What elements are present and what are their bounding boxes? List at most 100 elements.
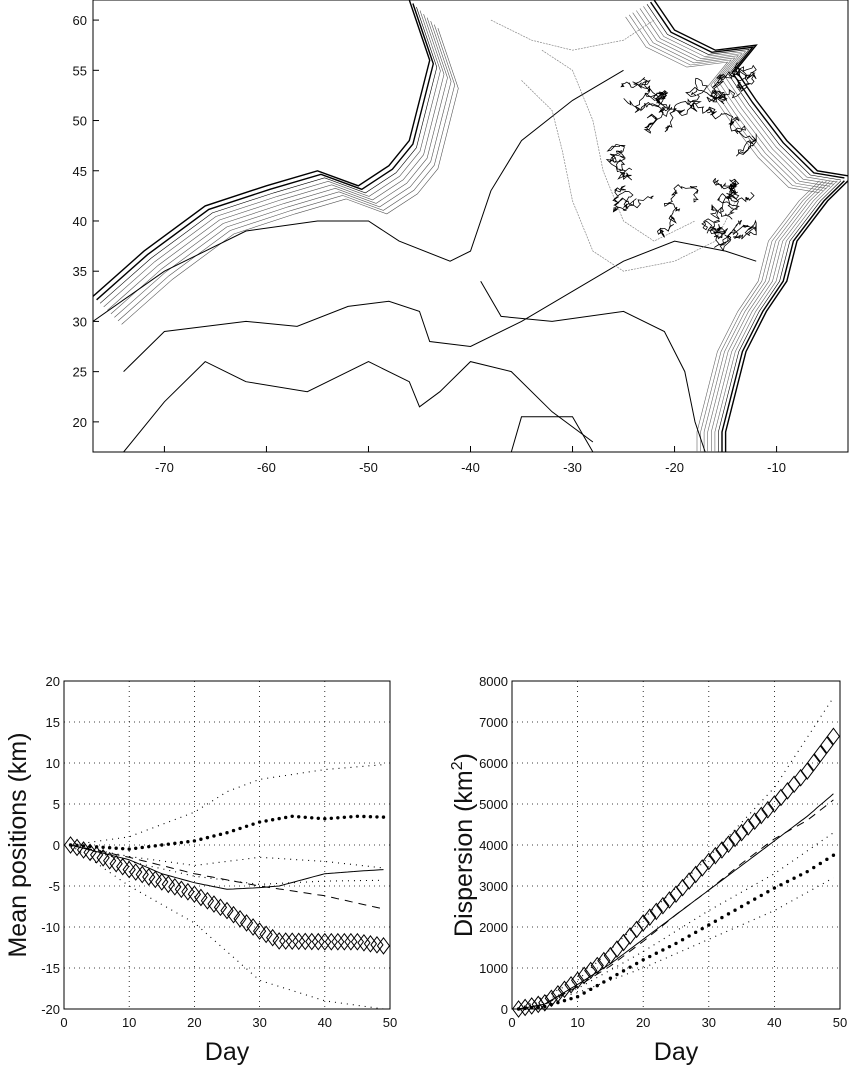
dot-marker	[772, 886, 777, 890]
diamond-marker	[734, 823, 749, 842]
y-axis-label-right: Dispersion (km2)	[449, 753, 478, 937]
dot-marker	[687, 934, 691, 938]
y-tick-label: 0	[501, 1002, 508, 1017]
float-trajectory	[719, 219, 757, 252]
dot-marker	[792, 876, 796, 880]
diamond-marker	[728, 829, 742, 848]
y-tick-label: 8000	[479, 674, 508, 689]
contour-map: -70 -60 -50 -40 -30 -20 -10 20 25 30 35 40 45 50 55 60	[73, 0, 849, 475]
diamond-marker	[220, 901, 234, 920]
dotted-series-line	[70, 844, 384, 885]
diamond-marker	[135, 865, 149, 884]
y-tick-label: 6000	[479, 756, 508, 771]
dot-marker	[523, 1006, 527, 1011]
diamond-marker	[103, 851, 117, 870]
diamond-marker	[161, 875, 175, 894]
diamond-marker	[649, 902, 663, 921]
dot-marker	[362, 814, 366, 819]
dot-marker	[257, 820, 262, 824]
dot-marker	[218, 832, 223, 837]
diamond-marker	[689, 865, 703, 884]
diamond-marker	[610, 940, 624, 958]
dot-marker	[140, 845, 144, 850]
diamond-marker	[748, 812, 762, 831]
dot-marker	[615, 972, 619, 977]
x-tick-label: 20	[187, 1015, 201, 1030]
diamond-marker	[239, 914, 254, 932]
dot-marker	[805, 869, 809, 874]
float-trajectory	[709, 191, 755, 220]
y-tick-label: 3000	[479, 879, 508, 894]
y-tick-label: 5000	[479, 797, 508, 812]
diamond-marker	[774, 788, 788, 807]
dot-marker	[329, 816, 334, 820]
dot-marker	[270, 818, 275, 822]
dotted-series-line	[518, 697, 834, 1010]
dot-marker	[166, 842, 171, 846]
float-trajectory	[706, 71, 741, 105]
diamond-marker	[246, 918, 260, 936]
dot-marker	[713, 919, 718, 923]
x-tick-label: -10	[767, 460, 786, 475]
dashed-series-line	[518, 799, 834, 1010]
diamond-marker	[187, 885, 202, 904]
dot-marker	[739, 904, 744, 909]
diamond-marker	[129, 863, 143, 881]
x-tick-label: 0	[508, 1015, 515, 1030]
x-tick-label: -60	[257, 460, 276, 475]
diamond-marker	[324, 932, 338, 951]
diamond-marker	[590, 956, 604, 975]
x-tick-label: 30	[702, 1015, 716, 1030]
dot-marker	[179, 840, 184, 845]
dot-marker	[225, 831, 229, 835]
diamond-marker	[213, 898, 228, 917]
shelf-contour	[718, 180, 842, 452]
dot-marker	[674, 941, 678, 946]
x-tick-label: -70	[155, 460, 174, 475]
shelf-contour	[714, 180, 838, 452]
diamond-marker	[656, 896, 670, 915]
dot-marker	[120, 846, 125, 851]
depth-contour	[490, 19, 655, 51]
dot-marker	[543, 1004, 547, 1009]
x-axis-label-right: Day	[654, 1038, 699, 1066]
diamond-marker	[357, 933, 371, 952]
dot-marker	[589, 987, 593, 992]
x-tick-label: 30	[252, 1015, 266, 1030]
solid-series-line	[70, 844, 384, 890]
dot-marker	[303, 815, 307, 819]
dot-marker	[186, 840, 190, 844]
dot-marker	[160, 843, 164, 847]
diamond-marker	[662, 891, 677, 909]
x-tick-label: 20	[636, 1015, 650, 1030]
dot-marker	[667, 944, 672, 949]
y-tick-label: 20	[46, 674, 60, 689]
diamond-marker	[252, 922, 267, 940]
float-trajectory	[710, 111, 757, 157]
shelf-contour	[121, 28, 459, 325]
y-tick-label: 30	[73, 314, 87, 329]
depth-contour	[510, 416, 594, 452]
dot-marker	[595, 983, 599, 988]
dot-marker	[238, 826, 242, 831]
dot-marker	[562, 998, 567, 1003]
x-tick-label: -50	[359, 460, 378, 475]
diamond-marker	[826, 727, 841, 746]
diamond-marker	[83, 843, 97, 862]
diamond-marker	[754, 806, 768, 825]
y-tick-label: -20	[41, 1002, 60, 1017]
dot-marker	[355, 814, 360, 818]
diamond-marker	[168, 877, 182, 896]
dot-marker	[212, 834, 216, 838]
dot-marker	[759, 893, 763, 898]
y-tick-label: 25	[73, 365, 87, 380]
contours	[93, 0, 848, 452]
diamond-marker	[702, 852, 716, 871]
diamond-marker	[538, 994, 552, 1012]
diamond-marker	[174, 880, 188, 899]
y-tick-label: -5	[48, 879, 60, 894]
shelf-contour	[707, 180, 831, 452]
shelf-contour	[107, 14, 445, 311]
diamond-marker	[285, 932, 299, 951]
shelf-contour	[99, 6, 438, 304]
